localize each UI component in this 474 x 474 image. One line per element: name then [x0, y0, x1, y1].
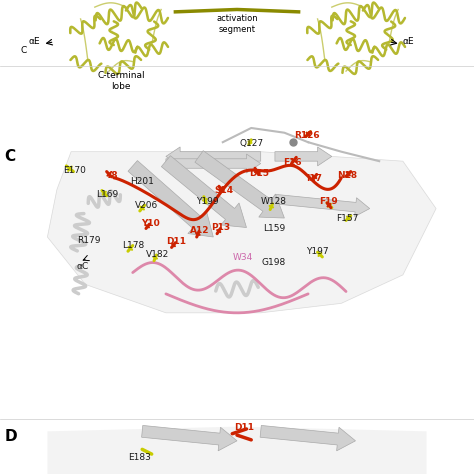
Text: D11: D11 — [234, 423, 254, 432]
Text: W34: W34 — [233, 253, 253, 262]
Text: Y197: Y197 — [306, 247, 329, 255]
Text: R179: R179 — [77, 236, 101, 245]
Text: L159: L159 — [263, 225, 285, 233]
Polygon shape — [47, 152, 436, 313]
Text: W128: W128 — [261, 198, 287, 206]
Text: activation
segment: activation segment — [216, 14, 258, 34]
Polygon shape — [195, 151, 284, 218]
Text: F19: F19 — [319, 198, 337, 206]
Polygon shape — [166, 154, 261, 173]
Text: Y10: Y10 — [141, 219, 160, 228]
Text: A12: A12 — [190, 226, 210, 235]
Text: L178: L178 — [123, 241, 145, 249]
Text: F157: F157 — [336, 215, 358, 223]
Polygon shape — [142, 426, 237, 451]
Text: V182: V182 — [146, 250, 170, 259]
Polygon shape — [161, 155, 246, 228]
Text: αC: αC — [77, 263, 89, 271]
Text: R126: R126 — [294, 131, 320, 140]
Polygon shape — [128, 161, 213, 237]
Polygon shape — [47, 427, 427, 474]
Text: N18: N18 — [337, 171, 357, 180]
Text: αE: αE — [403, 37, 414, 46]
Polygon shape — [260, 426, 356, 451]
Text: D: D — [5, 429, 18, 444]
Polygon shape — [166, 147, 261, 166]
Text: E170: E170 — [64, 166, 86, 175]
Text: G198: G198 — [261, 258, 286, 266]
Text: Y8: Y8 — [106, 172, 118, 180]
Polygon shape — [275, 147, 332, 166]
Text: C-terminal
lobe: C-terminal lobe — [97, 71, 145, 91]
Polygon shape — [274, 194, 370, 217]
Text: V206: V206 — [135, 201, 159, 210]
Text: C: C — [20, 46, 27, 55]
Text: P13: P13 — [211, 223, 230, 232]
Text: C: C — [5, 149, 16, 164]
Text: αE: αE — [28, 37, 40, 46]
Text: D15: D15 — [249, 169, 269, 177]
Text: Y199: Y199 — [196, 198, 219, 206]
Text: S14: S14 — [214, 186, 233, 195]
Text: E183: E183 — [128, 453, 151, 462]
Text: L169: L169 — [97, 190, 118, 199]
Text: Q127: Q127 — [239, 139, 263, 148]
Text: H201: H201 — [130, 177, 154, 186]
Text: F16: F16 — [283, 158, 302, 167]
Text: D11: D11 — [166, 237, 186, 246]
Text: I17: I17 — [306, 174, 322, 183]
